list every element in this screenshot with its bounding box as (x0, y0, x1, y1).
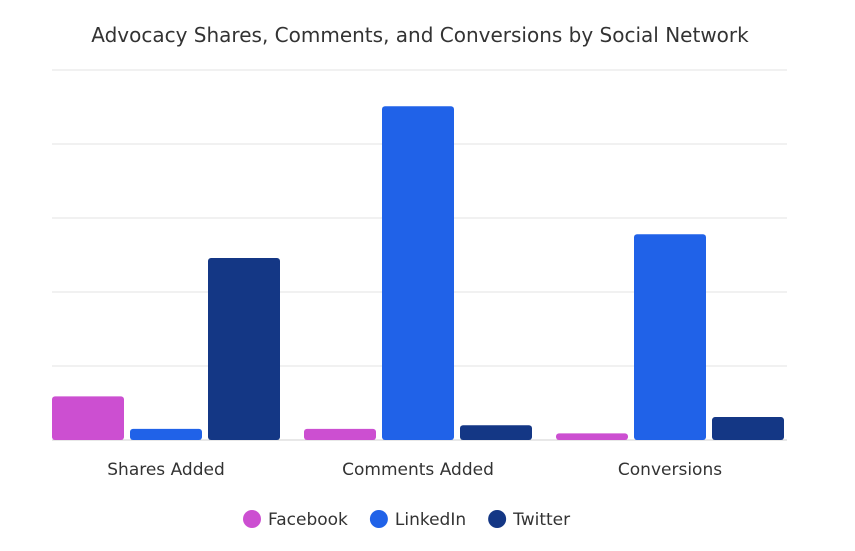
bar-twitter[interactable] (208, 257, 280, 440)
legend-swatch (243, 510, 261, 528)
bar-linkedin[interactable] (382, 106, 454, 440)
bars (52, 106, 784, 440)
legend: Facebook LinkedIn Twitter (243, 510, 570, 530)
legend-item-twitter[interactable]: Twitter (488, 510, 570, 530)
legend-label: Twitter (512, 510, 570, 530)
chart-title: Advocacy Shares, Comments, and Conversio… (91, 23, 749, 47)
legend-label: LinkedIn (395, 510, 466, 530)
legend-swatch (369, 510, 388, 528)
bar-facebook[interactable] (304, 428, 376, 440)
bar-facebook[interactable] (556, 433, 628, 440)
legend-item-facebook[interactable]: Facebook (243, 510, 348, 530)
bar-linkedin[interactable] (130, 428, 202, 440)
x-axis-labels: Shares Added Comments Added Conversions (107, 460, 722, 480)
bar-facebook[interactable] (52, 396, 124, 440)
bar-twitter[interactable] (712, 417, 784, 440)
bar-twitter[interactable] (460, 425, 532, 440)
bar-linkedin[interactable] (634, 234, 706, 440)
x-tick-label: Comments Added (342, 460, 494, 480)
legend-item-linkedin[interactable]: LinkedIn (369, 510, 466, 530)
x-tick-label: Conversions (618, 460, 722, 480)
legend-swatch (488, 510, 507, 528)
x-tick-label: Shares Added (107, 460, 224, 480)
legend-label: Facebook (268, 510, 348, 530)
